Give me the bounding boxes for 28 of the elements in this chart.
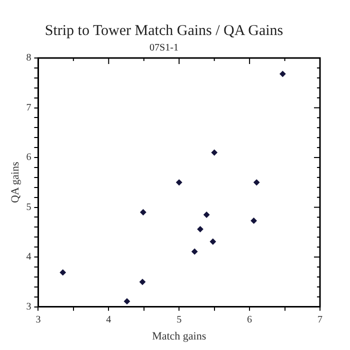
x-tick-label: 5 [176,314,182,326]
point [192,248,198,255]
point [139,278,146,285]
point [250,218,257,224]
chart-subtitle: 07S1-1 [150,42,178,54]
point [211,150,218,156]
y-tick-label: 5 [26,202,32,213]
point [140,209,146,216]
y-tick-label: 6 [26,152,32,164]
x-axis-title: Match gains [152,330,206,342]
point [124,298,130,304]
y-axis-title: QA gains [9,162,22,204]
point [204,212,210,218]
y-tick-label: 3 [26,301,32,312]
y-tick-label: 8 [26,52,32,64]
point [210,238,216,245]
point [254,179,260,186]
point [280,70,286,77]
point [60,269,66,276]
point [197,226,204,232]
chart-title: Strip to Tower Match Gains / QA Gains [44,22,284,39]
x-tick-label: 6 [247,314,252,326]
x-tick-label: 3 [36,314,41,326]
x-tick-label: 4 [106,314,112,326]
x-tick-label: 7 [318,314,322,326]
y-tick-label: 7 [26,102,32,114]
point [176,179,182,186]
y-tick-label: 4 [26,252,32,263]
